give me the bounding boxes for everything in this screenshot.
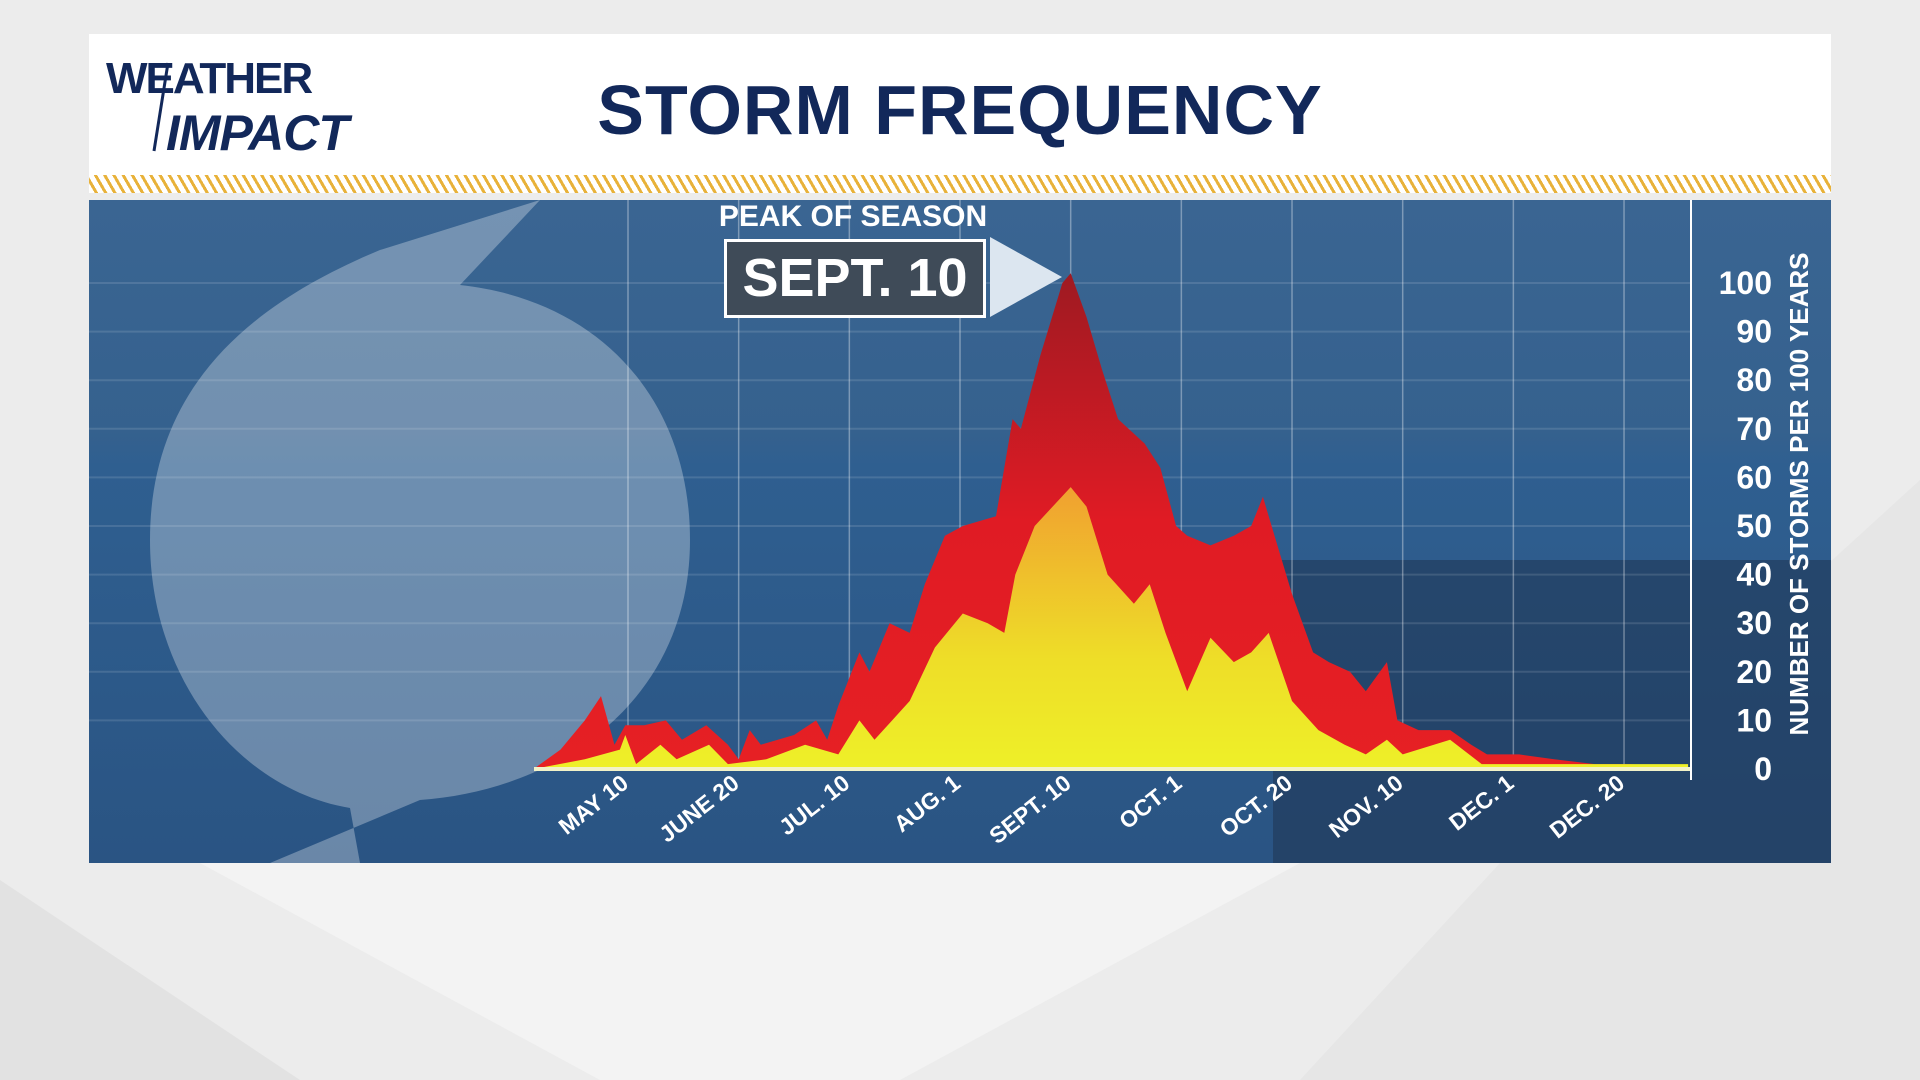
- x-tick-label: JUNE 20: [654, 769, 744, 847]
- logo-text-impact: IMPACT: [166, 105, 353, 155]
- logo-text-weather: WEATHER: [106, 55, 312, 103]
- area-subset-storms: [533, 487, 1689, 769]
- x-tick-label: OCT. 20: [1215, 769, 1297, 841]
- y-tick-label: 30: [1736, 605, 1772, 641]
- x-tick-label: OCT. 1: [1114, 769, 1187, 834]
- y-tick-label: 10: [1736, 702, 1772, 738]
- y-tick-label: 20: [1736, 654, 1772, 690]
- weather-impact-logo: WEATHER IMPACT: [106, 54, 386, 161]
- area-total-storms: [533, 273, 1689, 769]
- peak-of-season-label: PEAK OF SEASON: [718, 200, 988, 233]
- x-tick-label: MAY 10: [554, 769, 633, 839]
- x-tick-label: DEC. 1: [1444, 769, 1519, 835]
- y-tick-label: 40: [1736, 557, 1772, 593]
- y-tick-label: 0: [1754, 751, 1772, 787]
- x-tick-label: JUL. 10: [774, 769, 854, 840]
- y-axis-label: NUMBER OF STORMS PER 100 YEARS: [1784, 252, 1814, 735]
- y-tick-label: 60: [1736, 459, 1772, 495]
- header-panel: [89, 34, 1831, 176]
- peak-arrow-icon: [990, 237, 1062, 317]
- hurricane-symbol-icon: [150, 200, 690, 863]
- y-tick-label: 90: [1736, 314, 1772, 350]
- x-tick-label: DEC. 20: [1545, 769, 1630, 843]
- page-title: STORM FREQUENCY: [597, 71, 1323, 149]
- x-tick-label: NOV. 10: [1324, 769, 1408, 842]
- peak-date-box: SEPT. 10: [724, 239, 986, 318]
- y-tick-label: 50: [1736, 508, 1772, 544]
- x-tick-label: AUG. 1: [889, 769, 966, 837]
- y-tick-label: 80: [1736, 362, 1772, 398]
- stripe-divider: [89, 175, 1831, 193]
- y-tick-label: 100: [1719, 265, 1772, 301]
- y-tick-label: 70: [1736, 411, 1772, 447]
- x-tick-label: SEPT. 10: [984, 769, 1076, 849]
